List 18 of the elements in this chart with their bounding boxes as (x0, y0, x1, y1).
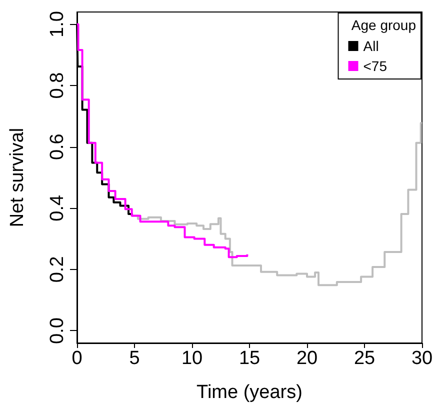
y-axis-title: Net survival (7, 128, 28, 228)
x-tick-label: 0 (72, 348, 82, 369)
y-tick-label: 0.6 (47, 134, 68, 160)
y-tick-label: 0.0 (47, 318, 68, 344)
x-tick-label: 25 (354, 348, 376, 369)
x-tick-label: 10 (181, 348, 203, 369)
y-tick-label: 1.0 (47, 11, 68, 38)
legend-label: <75 (363, 58, 388, 74)
x-axis-title: Time (years) (196, 382, 302, 403)
y-tick-label: 0.2 (47, 256, 68, 283)
x-tick-label: 30 (411, 348, 433, 369)
x-tick-label: 20 (296, 348, 318, 369)
y-tick-label: 0.8 (47, 72, 68, 99)
x-tick-label: 15 (238, 348, 260, 369)
legend-title: Age group (351, 17, 416, 33)
x-tick-label: 5 (129, 348, 140, 369)
y-tick-label: 0.4 (47, 194, 68, 222)
legend-label: All (363, 38, 379, 54)
